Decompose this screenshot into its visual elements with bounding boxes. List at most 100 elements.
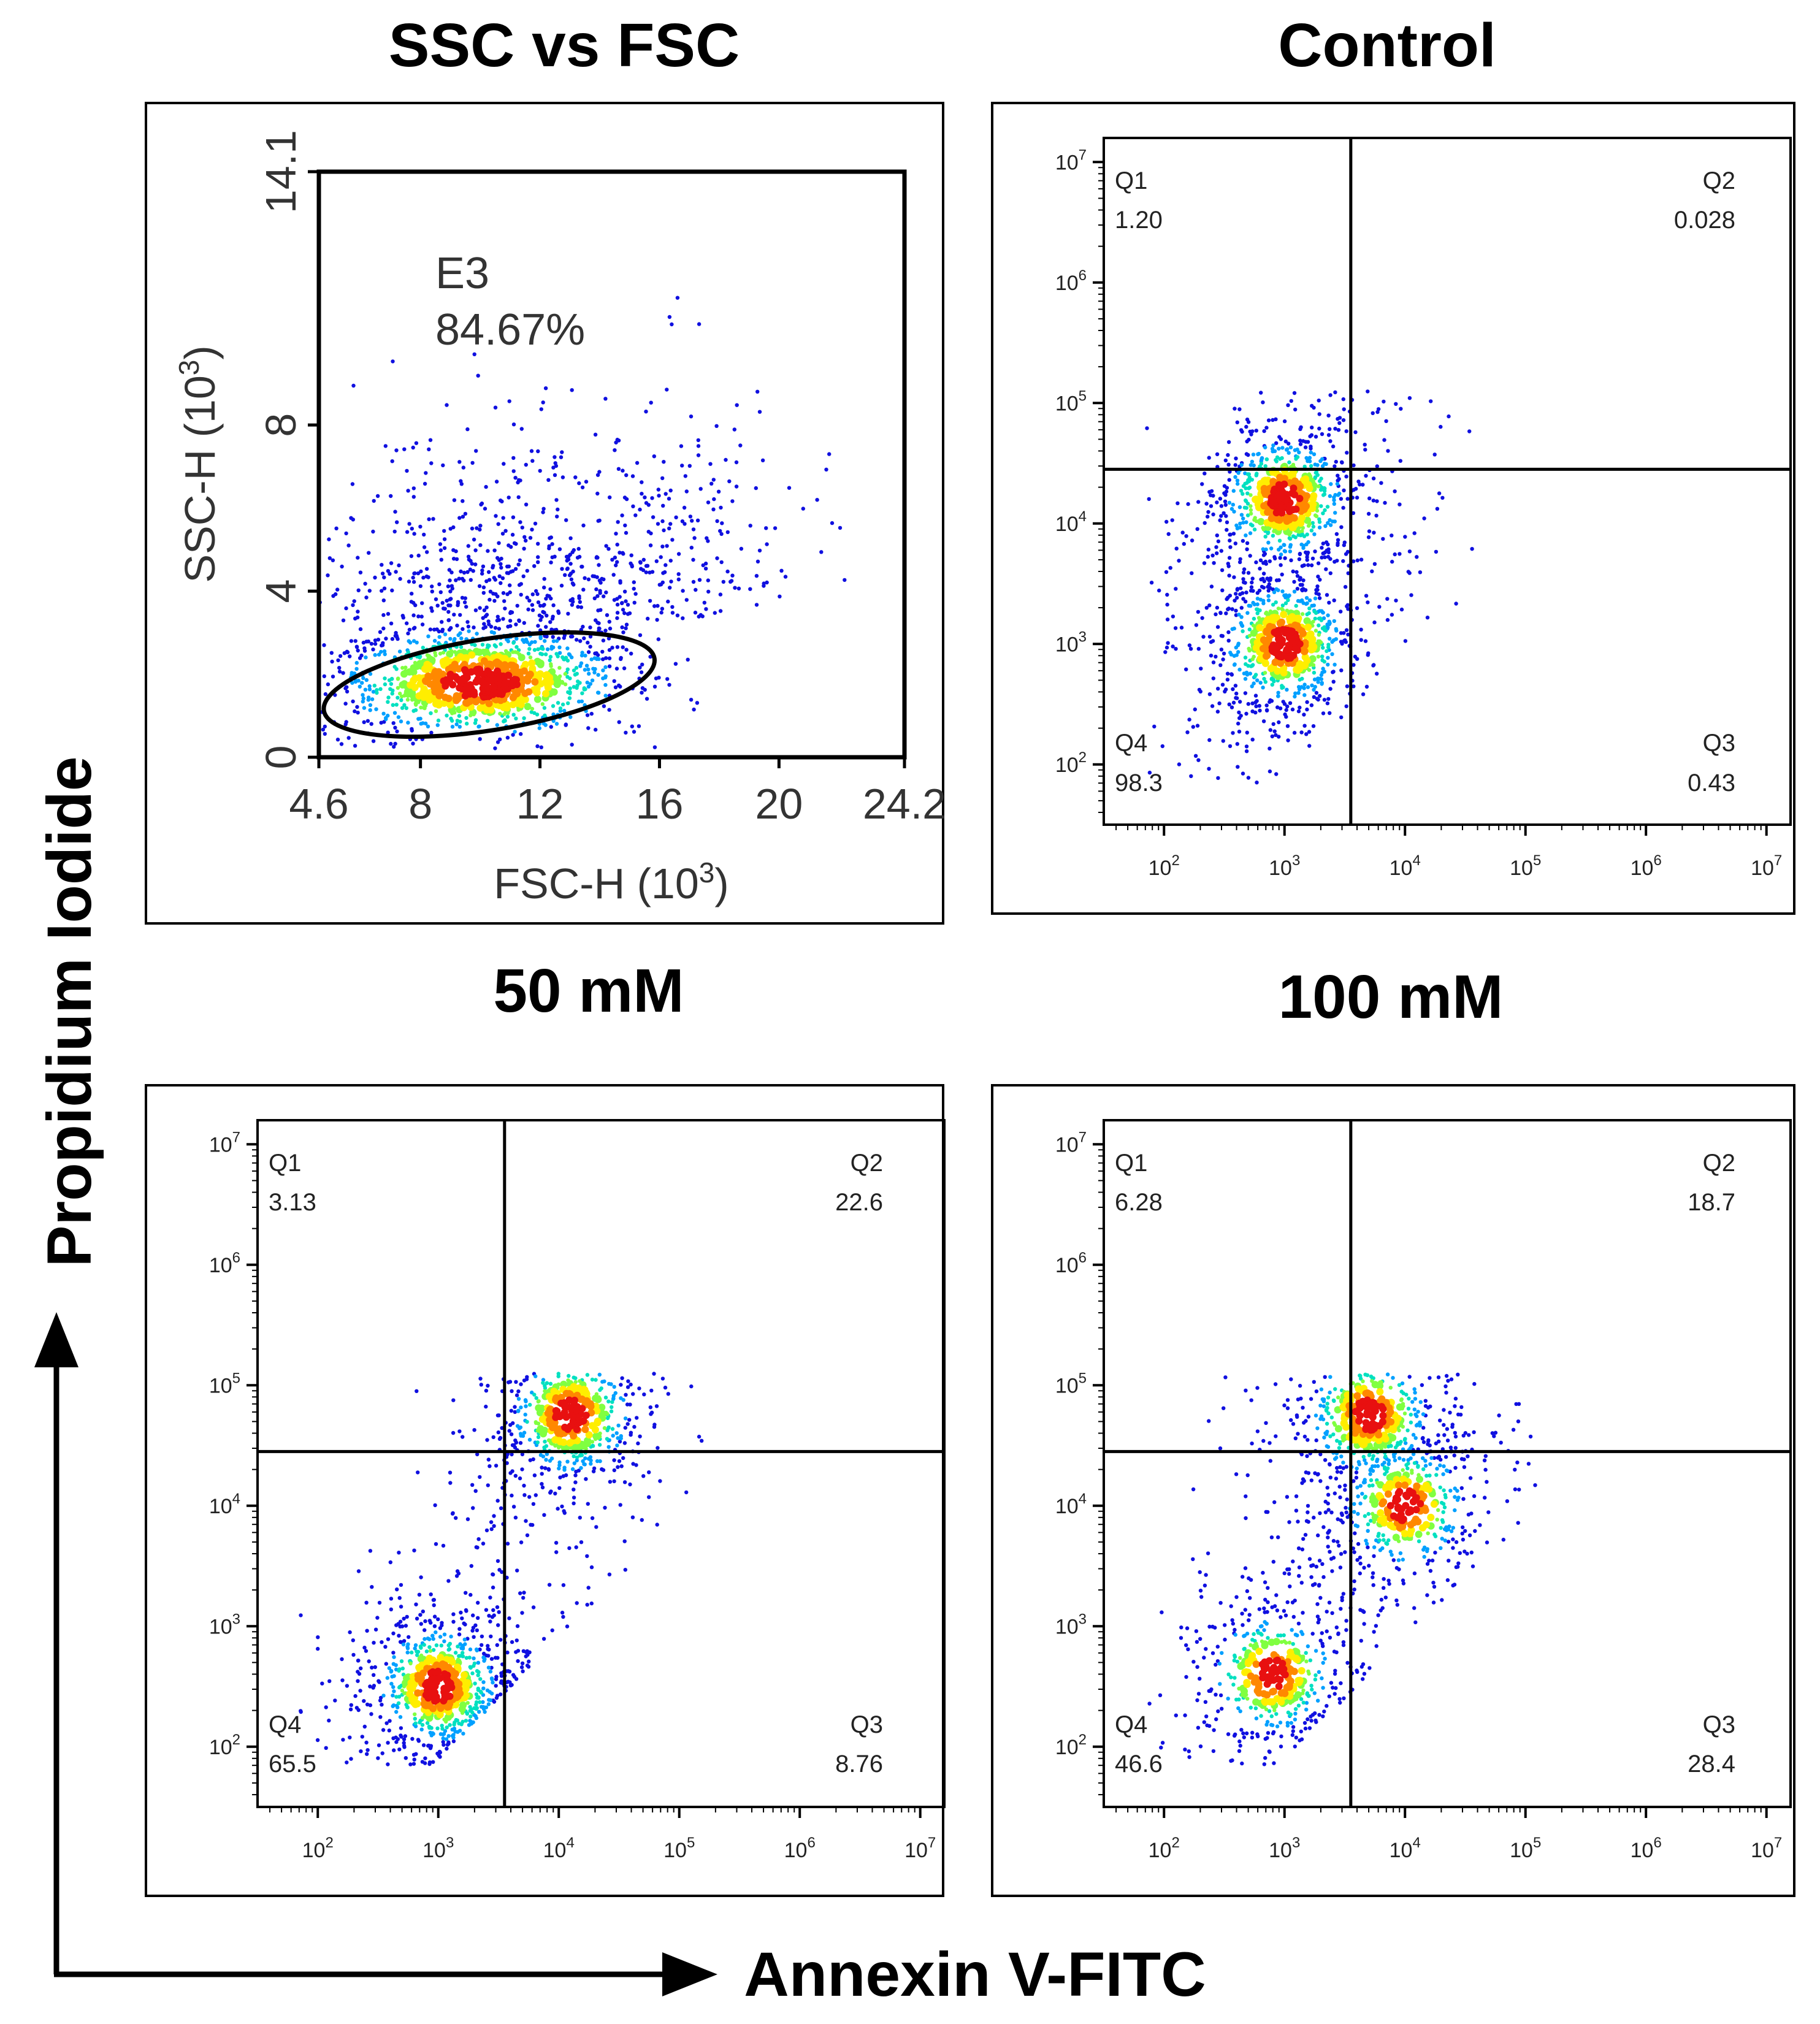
density-dot: [510, 532, 515, 537]
density-dot: [1309, 703, 1314, 708]
density-dot: [505, 735, 510, 740]
density-dot: [1326, 413, 1331, 418]
density-dot: [1255, 699, 1259, 703]
density-dot: [1321, 666, 1325, 671]
density-dot: [489, 1527, 494, 1532]
density-dot: [1515, 1461, 1520, 1465]
density-dot: [434, 1542, 438, 1546]
density-dot: [718, 609, 723, 613]
density-dot: [533, 1493, 538, 1497]
density-dot: [1287, 1520, 1291, 1524]
density-dot: [733, 586, 737, 590]
density-dot: [585, 1373, 590, 1377]
density-dot: [1227, 478, 1231, 482]
density-dot: [551, 603, 556, 608]
density-dot: [624, 730, 628, 735]
density-dot: [464, 1591, 468, 1595]
density-dot: [549, 596, 553, 601]
density-dot: [572, 685, 576, 689]
density-dot: [605, 613, 610, 617]
density-dot: [765, 542, 769, 546]
density-dot: [367, 589, 372, 593]
density-dot: [1314, 690, 1319, 695]
density-dot: [1237, 730, 1242, 734]
density-dot: [543, 1440, 547, 1444]
density-dot: [373, 638, 378, 643]
density-dot: [344, 531, 348, 536]
density-dot: [554, 1541, 559, 1545]
density-dot: [762, 584, 766, 588]
density-dot: [1252, 602, 1256, 606]
density-dot: [445, 1746, 449, 1751]
density-dot: [366, 695, 371, 700]
density-dot: [473, 608, 478, 613]
density-dot: [371, 690, 376, 694]
density-dot: [1346, 632, 1350, 637]
density-dot: [431, 1598, 436, 1602]
density-dot: [1259, 391, 1263, 395]
density-dot: [464, 1609, 468, 1613]
density-dot: [1209, 489, 1214, 494]
density-dot: [1210, 704, 1215, 708]
density-dot: [392, 1674, 396, 1678]
density-dot: [365, 1629, 369, 1633]
density-dot: [507, 1429, 511, 1433]
density-dot: [586, 577, 591, 582]
density-dot: [1279, 552, 1283, 557]
density-dot: [1255, 781, 1259, 785]
density-dot: [734, 484, 739, 489]
density-dot: [386, 700, 390, 705]
density-dot: [503, 606, 507, 611]
density-dot: [331, 594, 335, 598]
density-dot: [625, 1385, 630, 1389]
density-dot: [1334, 532, 1339, 537]
density-dot: [380, 1751, 384, 1755]
density-dot: [625, 1422, 630, 1426]
density-dot: [513, 1438, 518, 1443]
density-dot: [1516, 1419, 1521, 1424]
density-dot: [510, 1640, 514, 1644]
density-dot: [1274, 772, 1279, 776]
density-dot: [434, 709, 438, 714]
density-dot: [1399, 607, 1404, 612]
x-tick-label: 104: [1390, 852, 1421, 880]
density-dot: [499, 1674, 504, 1678]
density-dot: [581, 624, 585, 629]
density-dot: [1217, 701, 1222, 706]
density-dot: [1298, 551, 1302, 556]
density-dot: [557, 651, 562, 655]
density-dot: [375, 688, 379, 692]
density-dot: [1336, 417, 1340, 421]
x-tick-label: 105: [1510, 852, 1541, 880]
density-dot: [1225, 597, 1229, 601]
density-dot: [353, 616, 358, 621]
density-dot: [1280, 603, 1285, 608]
density-dot: [623, 1416, 628, 1421]
density-dot: [394, 1663, 398, 1667]
density-dot: [568, 686, 572, 690]
q3-label: Q3: [851, 1711, 883, 1738]
density-dot: [1485, 1480, 1489, 1484]
q3-value: 0.43: [1688, 770, 1735, 796]
density-dot: [679, 444, 684, 448]
density-dot: [635, 1416, 639, 1420]
density-dot: [1342, 488, 1346, 492]
density-dot: [1326, 1535, 1330, 1540]
density-dot: [570, 1467, 575, 1472]
density-dot: [494, 479, 499, 484]
density-dot: [346, 736, 351, 740]
y-tick-label: 103: [209, 1611, 240, 1638]
density-dot: [1328, 439, 1332, 443]
density-dot: [373, 653, 377, 657]
density-dot: [598, 591, 602, 595]
density-dot: [524, 1399, 528, 1403]
density-dot: [725, 530, 730, 535]
density-dot: [491, 1572, 495, 1576]
density-dot: [454, 1574, 459, 1578]
density-dot: [608, 626, 613, 631]
density-dot: [1294, 1494, 1299, 1499]
density-dot: [375, 690, 379, 695]
density-dot: [563, 573, 567, 577]
density-dot: [1279, 437, 1283, 441]
density-dot: [499, 1506, 503, 1510]
